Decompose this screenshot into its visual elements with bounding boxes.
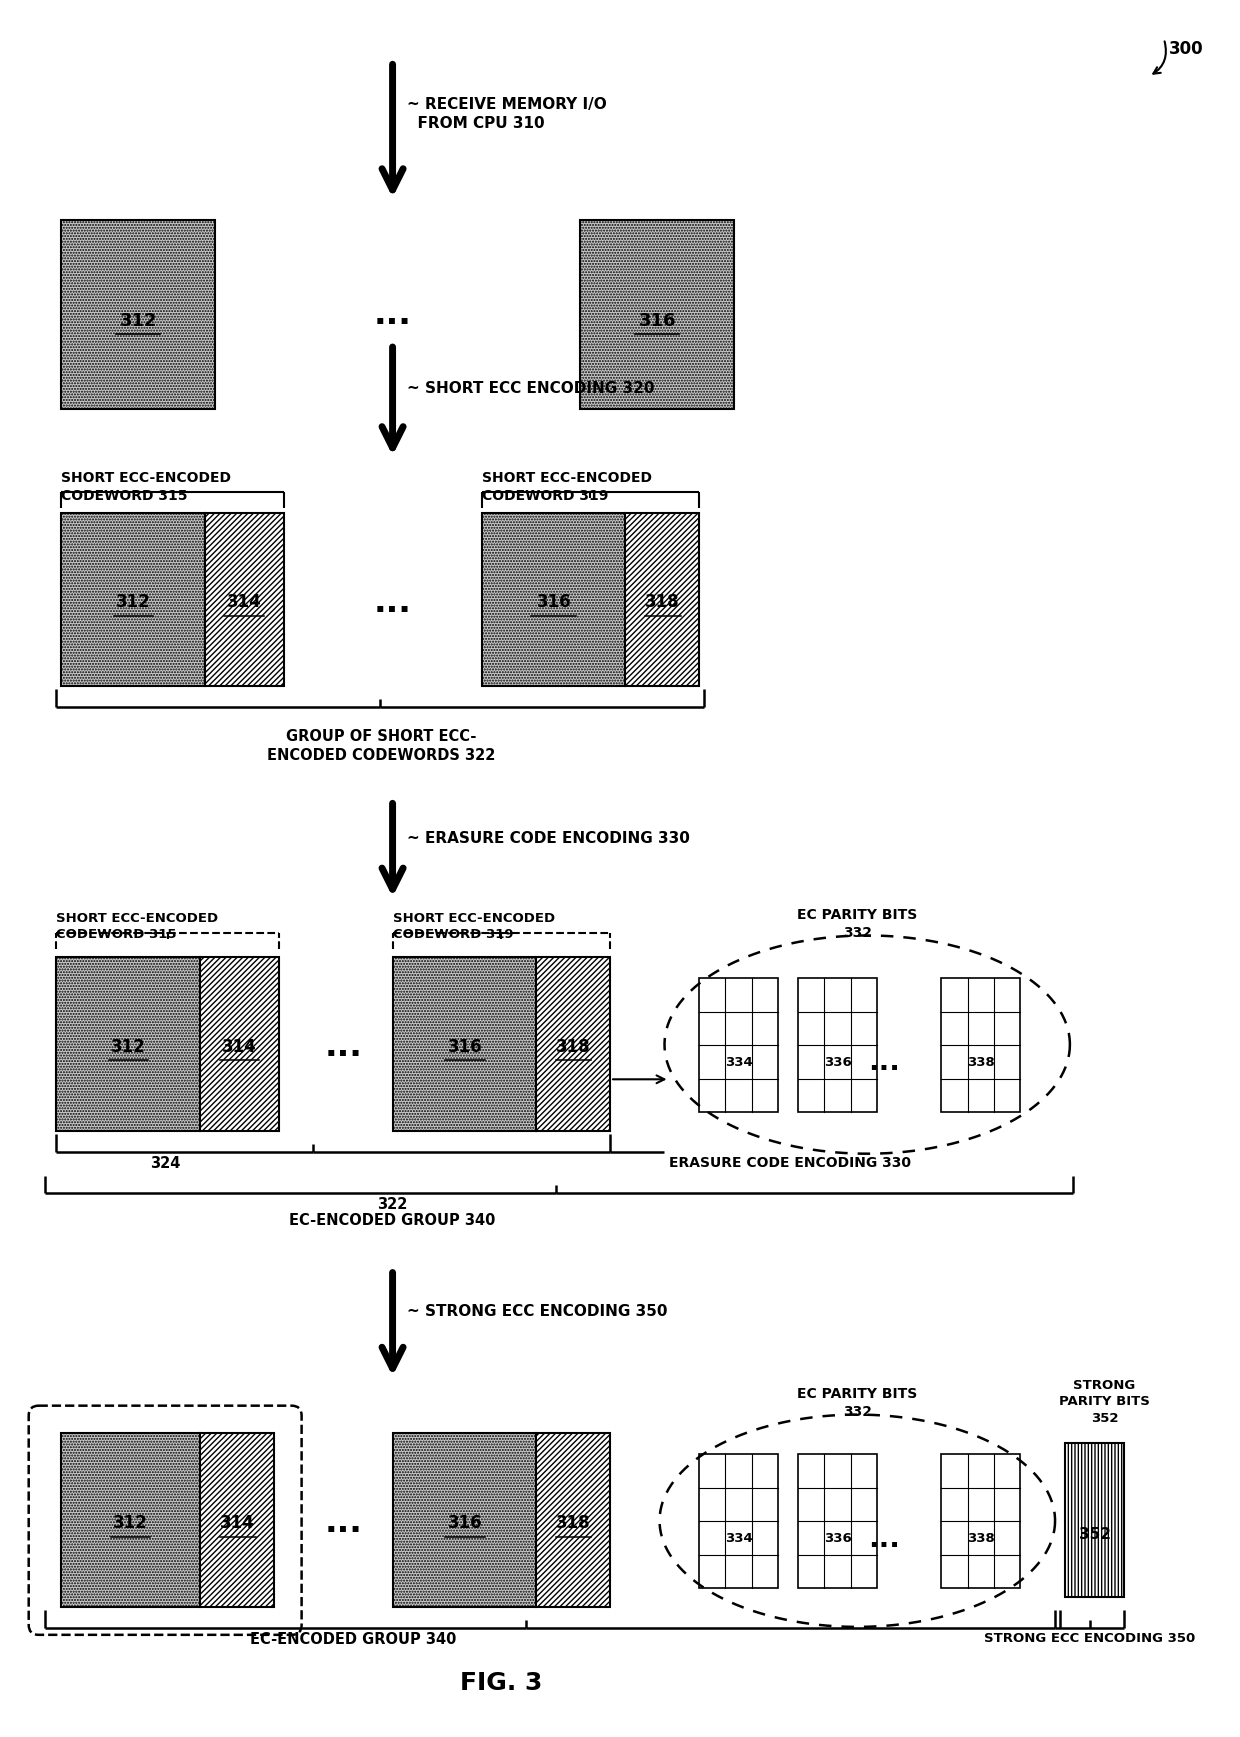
- Text: 312: 312: [117, 592, 151, 611]
- Text: EC PARITY BITS
332: EC PARITY BITS 332: [797, 908, 918, 940]
- Bar: [61, 512, 205, 686]
- Bar: [625, 512, 699, 686]
- Bar: [536, 1433, 610, 1607]
- Text: 316: 316: [448, 1513, 482, 1532]
- Bar: [393, 957, 536, 1131]
- Text: 338: 338: [967, 1532, 994, 1546]
- Bar: [200, 957, 279, 1131]
- Text: 322: 322: [377, 1197, 408, 1212]
- Text: 312: 312: [113, 1513, 148, 1532]
- Bar: [699, 978, 779, 1112]
- Bar: [536, 957, 610, 1131]
- Text: 334: 334: [725, 1056, 753, 1068]
- Text: 338: 338: [967, 1056, 994, 1068]
- Bar: [61, 1433, 200, 1607]
- Bar: [393, 1433, 536, 1607]
- Bar: [205, 512, 284, 686]
- Text: 314: 314: [222, 1037, 257, 1056]
- Bar: [200, 1433, 274, 1607]
- Text: STRONG
PARITY BITS
352: STRONG PARITY BITS 352: [1059, 1379, 1149, 1424]
- Text: 336: 336: [823, 1056, 852, 1068]
- Bar: [56, 957, 200, 1131]
- Bar: [699, 1454, 779, 1588]
- Bar: [799, 978, 877, 1112]
- Text: EC PARITY BITS
332: EC PARITY BITS 332: [797, 1386, 918, 1419]
- Bar: [61, 221, 215, 408]
- Bar: [941, 1454, 1021, 1588]
- Text: EC-ENCODED GROUP 340: EC-ENCODED GROUP 340: [289, 1212, 496, 1228]
- Text: 318: 318: [557, 1513, 590, 1532]
- Text: 300: 300: [1169, 40, 1203, 57]
- Text: 318: 318: [645, 592, 680, 611]
- Text: ...: ...: [868, 1525, 900, 1553]
- Text: 316: 316: [537, 592, 572, 611]
- Text: 316: 316: [639, 313, 676, 330]
- Text: ERASURE CODE ENCODING 330: ERASURE CODE ENCODING 330: [670, 1155, 911, 1169]
- Text: GROUP OF SHORT ECC-
ENCODED CODEWORDS 322: GROUP OF SHORT ECC- ENCODED CODEWORDS 32…: [267, 730, 495, 763]
- Text: 312: 312: [112, 1037, 146, 1056]
- Text: 336: 336: [823, 1532, 852, 1546]
- Text: SHORT ECC-ENCODED
CODEWORD 315: SHORT ECC-ENCODED CODEWORD 315: [61, 471, 232, 504]
- Text: STRONG ECC ENCODING 350: STRONG ECC ENCODING 350: [985, 1631, 1195, 1645]
- Text: 324: 324: [150, 1155, 180, 1171]
- Text: 334: 334: [725, 1532, 753, 1546]
- Bar: [1065, 1443, 1125, 1596]
- Text: 312: 312: [120, 313, 157, 330]
- Text: SHORT ECC-ENCODED
CODEWORD 315: SHORT ECC-ENCODED CODEWORD 315: [56, 912, 218, 941]
- Text: ~ ERASURE CODE ENCODING 330: ~ ERASURE CODE ENCODING 330: [408, 830, 691, 846]
- Text: ...: ...: [868, 1049, 900, 1077]
- Bar: [580, 221, 734, 408]
- Text: SHORT ECC-ENCODED
CODEWORD 319: SHORT ECC-ENCODED CODEWORD 319: [481, 471, 651, 504]
- Text: ~ SHORT ECC ENCODING 320: ~ SHORT ECC ENCODING 320: [408, 382, 655, 396]
- Bar: [941, 978, 1021, 1112]
- Text: ~ RECEIVE MEMORY I/O
  FROM CPU 310: ~ RECEIVE MEMORY I/O FROM CPU 310: [408, 97, 608, 132]
- Text: ...: ...: [324, 1506, 362, 1539]
- Text: 314: 314: [219, 1513, 254, 1532]
- Bar: [481, 512, 625, 686]
- Text: 316: 316: [448, 1037, 482, 1056]
- Text: 318: 318: [557, 1037, 590, 1056]
- Text: ...: ...: [373, 585, 412, 618]
- Text: ~ STRONG ECC ENCODING 350: ~ STRONG ECC ENCODING 350: [408, 1304, 668, 1318]
- Text: FIG. 3: FIG. 3: [460, 1671, 543, 1695]
- Text: 352: 352: [1079, 1527, 1111, 1542]
- Bar: [799, 1454, 877, 1588]
- Text: ...: ...: [324, 1030, 362, 1063]
- Text: EC-ENCODED GROUP 340: EC-ENCODED GROUP 340: [249, 1631, 456, 1647]
- Text: ...: ...: [373, 299, 412, 332]
- Text: SHORT ECC-ENCODED
CODEWORD 319: SHORT ECC-ENCODED CODEWORD 319: [393, 912, 554, 941]
- Text: 314: 314: [227, 592, 262, 611]
